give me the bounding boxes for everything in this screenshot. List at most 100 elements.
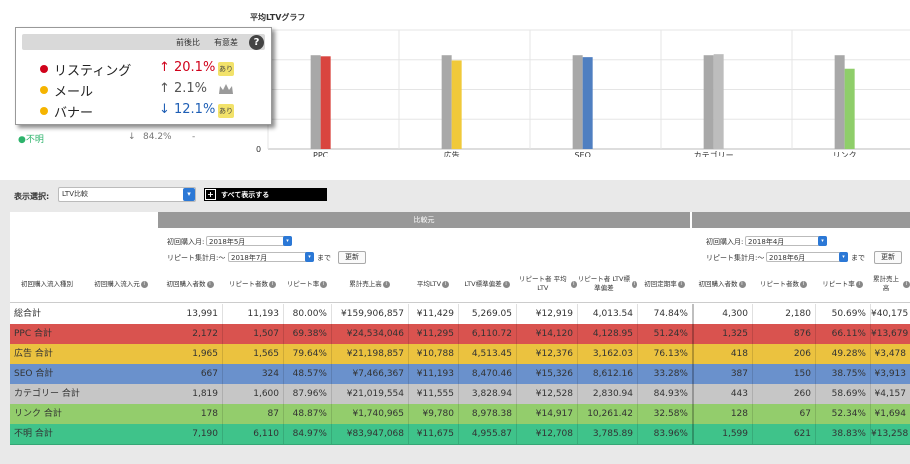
table-cell: 667 — [200, 369, 218, 379]
info-icon[interactable]: i — [320, 280, 328, 288]
column-header[interactable]: 初回購入者数 i — [158, 267, 222, 301]
column-header-label: リピート率 — [286, 279, 320, 288]
column-header[interactable]: 初回定期率 i — [637, 267, 692, 301]
bar-current — [582, 57, 593, 149]
table-cell: ¥14,120 — [516, 324, 577, 344]
table-cell: 48.87% — [283, 404, 331, 424]
table-cell: 58.69% — [815, 384, 870, 404]
table-row[interactable]: 総合計 13,991 11,193 80.00% ¥159,906,857 ¥11,429… — [10, 304, 910, 325]
column-header-label: 初回定期率 — [644, 279, 677, 288]
help-icon[interactable]: ? — [249, 35, 264, 50]
table-cell: 4,955.87 — [458, 424, 516, 444]
column-header[interactable]: リピート者 LTV標準偏差 i — [577, 267, 637, 301]
row-label: 総合計 — [14, 309, 42, 319]
info-icon[interactable]: i — [677, 280, 685, 288]
table-row[interactable]: リンク 合計 178 87 48.87% ¥1,740,965 ¥9,780 8,978.3… — [10, 404, 910, 425]
unknown-legend-label: ●不明 — [18, 135, 44, 145]
table-cell: 7,190 — [192, 429, 218, 439]
table-cell: 11,193 — [222, 304, 283, 324]
display-select[interactable]: LTV比較 ▾ — [58, 187, 196, 202]
info-icon[interactable]: i — [206, 280, 214, 288]
table-row[interactable]: 不明 合計 7,190 6,110 84.97% ¥83,947,068 ¥11,675 4… — [10, 424, 910, 445]
popup-row: リスティング ↑ 20.1% あり — [16, 60, 271, 79]
info-icon[interactable]: i — [738, 280, 746, 288]
repeat-month-select-2[interactable]: 2018年6月 ▾ — [766, 252, 848, 262]
table-cell: 87.96% — [283, 384, 331, 404]
table-row[interactable]: PPC 合計 2,172 1,507 69.38% ¥24,534,046 ¥11,295… — [10, 324, 910, 345]
bar-current — [844, 68, 855, 149]
bar-current — [320, 56, 331, 150]
column-header[interactable]: 累計売上高 i — [331, 267, 408, 301]
table-cell: ¥14,917 — [516, 404, 577, 424]
table-cell: 87 — [222, 404, 283, 424]
table-cell: 418 — [692, 344, 752, 364]
first-purchase-select[interactable]: 2018年5月 ▾ — [206, 236, 292, 246]
show-all-button[interactable]: + すべて表示する — [204, 188, 327, 201]
table-cell: 84.93% — [637, 384, 692, 404]
update-button-2[interactable]: 更新 — [874, 251, 902, 264]
column-header[interactable]: リピート率 i — [815, 267, 870, 301]
info-icon[interactable]: i — [903, 280, 910, 288]
made-label: まで — [317, 254, 331, 262]
info-icon[interactable]: i — [382, 280, 390, 288]
info-icon[interactable]: i — [140, 280, 148, 288]
change-arrow: ↑ — [159, 81, 170, 96]
table-cell: 6,110.72 — [458, 324, 516, 344]
table-cell: ¥15,326 — [516, 364, 577, 384]
table-cell: 69.38% — [283, 324, 331, 344]
info-icon[interactable]: i — [570, 280, 577, 288]
column-header-label: リピート者数 — [229, 279, 268, 288]
table-cell: ¥83,947,068 — [331, 424, 408, 444]
column-header[interactable]: 初回購入流入元 i — [84, 267, 158, 301]
column-header[interactable]: 平均LTV i — [408, 267, 458, 301]
dropdown-arrow-icon: ▾ — [283, 236, 292, 246]
column-header[interactable]: リピート者 平均LTV i — [516, 267, 577, 301]
column-header-label: リピート率 — [822, 279, 855, 288]
table-cell: 84.97% — [283, 424, 331, 444]
first-purchase-select-2[interactable]: 2018年4月 ▾ — [745, 236, 827, 246]
table-cell: 5,269.05 — [458, 304, 516, 324]
table-cell: 33.28% — [637, 364, 692, 384]
info-icon[interactable]: i — [855, 280, 863, 288]
table-cell: ¥7,466,367 — [331, 364, 408, 384]
table-row[interactable]: SEO 合計 667 324 48.57% ¥7,466,367 ¥11,193 8,470… — [10, 364, 910, 385]
column-header-label: 初回購入者数 — [166, 279, 206, 288]
header-divider — [10, 302, 910, 303]
table-cell: 128 — [692, 404, 752, 424]
column-header[interactable]: リピート率 i — [283, 267, 331, 301]
bar-previous — [834, 55, 845, 149]
info-icon[interactable]: i — [442, 280, 450, 288]
column-header-label: 平均LTV — [416, 279, 442, 288]
table-cell: 3,828.94 — [458, 384, 516, 404]
column-header[interactable]: LTV標準偏差 i — [458, 267, 516, 301]
first-purchase-value-2: 2018年4月 — [748, 238, 785, 246]
x-tick-label: カテゴリー — [694, 150, 734, 157]
table-cell: 74.84% — [637, 304, 692, 324]
column-header-label: リピート者 LTV標準偏差 — [577, 275, 630, 292]
update-button[interactable]: 更新 — [338, 251, 366, 264]
table-cell: ¥40,175 — [870, 304, 910, 324]
column-header[interactable]: 累計売上高 i — [870, 267, 910, 301]
table-row[interactable]: 広告 合計 1,965 1,565 79.64% ¥21,198,857 ¥10,788 4… — [10, 344, 910, 365]
column-header[interactable]: リピート者数 i — [222, 267, 283, 301]
column-header[interactable]: 初回購入者数 i — [692, 267, 752, 301]
table-cell: 52.34% — [815, 404, 870, 424]
change-value: 12.1% — [174, 102, 216, 117]
first-purchase-value: 2018年5月 — [209, 238, 246, 246]
table-row[interactable]: カテゴリー 合計 1,819 1,600 87.96% ¥21,019,554 ¥11,5… — [10, 384, 910, 405]
info-icon[interactable]: i — [800, 280, 807, 288]
popup-header: 前後比 有意差 ? — [22, 34, 265, 50]
repeat-month-select[interactable]: 2018年7月 ▾ — [228, 252, 314, 262]
dropdown-arrow-icon: ▾ — [839, 252, 848, 262]
x-tick-label: リンク — [833, 151, 857, 157]
info-icon[interactable]: i — [631, 280, 637, 288]
table-cell: 76.13% — [637, 344, 692, 364]
column-header[interactable]: リピート者数 i — [752, 267, 815, 301]
table-cell: 38.75% — [815, 364, 870, 384]
column-header[interactable]: 初回購入流入種別 — [10, 267, 84, 301]
info-icon[interactable]: i — [269, 280, 276, 288]
info-icon[interactable]: i — [502, 280, 510, 288]
change-value: 20.1% — [174, 60, 216, 75]
row-label: PPC 合計 — [14, 329, 52, 339]
graph-title: 平均LTVグラフ — [250, 13, 306, 22]
